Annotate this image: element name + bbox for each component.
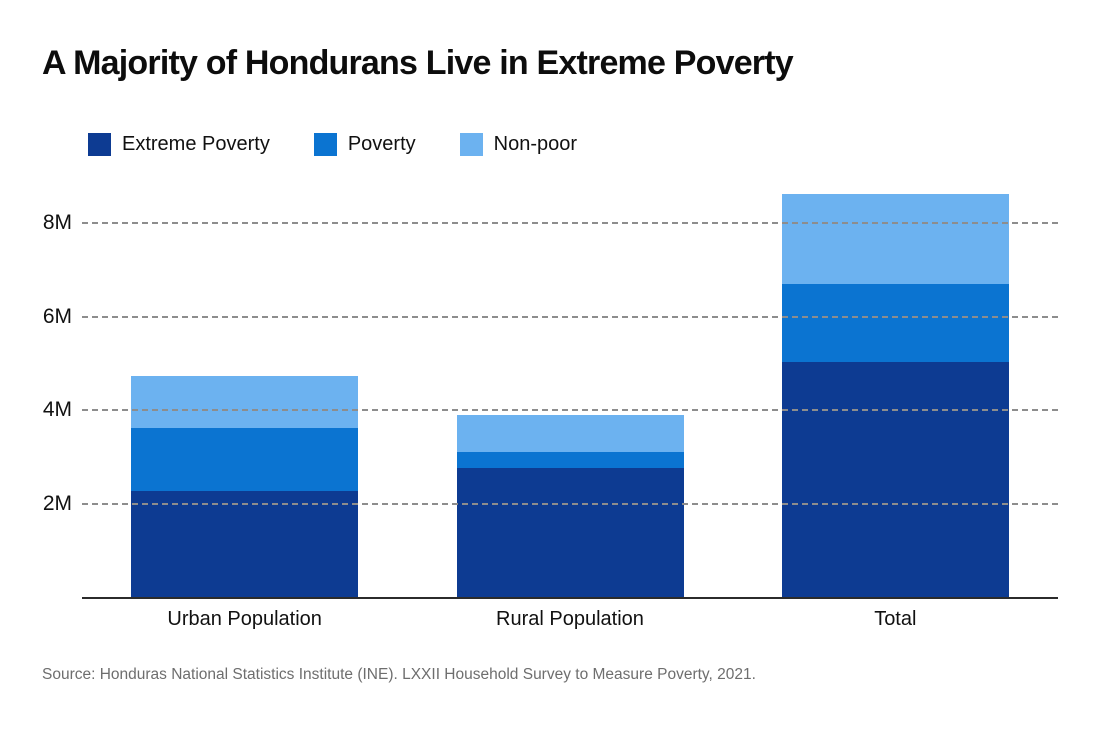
bar-segment-non-poor-urban-population [131, 376, 359, 429]
gridline-8m [82, 222, 1058, 225]
legend: Extreme Poverty Poverty Non-poor [88, 133, 577, 156]
x-axis-label-urban-population: Urban Population [167, 608, 322, 630]
legend-label-non-poor: Non-poor [493, 133, 578, 155]
legend-item-extreme-poverty: Extreme Poverty [88, 133, 270, 156]
legend-label-extreme-poverty: Extreme Poverty [122, 133, 270, 155]
source-note: Source: Honduras National Statistics Ins… [42, 666, 756, 683]
legend-swatch-non-poor-icon [459, 133, 483, 156]
bar-segment-non-poor-rural-population [456, 415, 684, 453]
legend-label-poverty: Poverty [347, 133, 416, 155]
legend-item-non-poor: Non-poor [459, 133, 578, 156]
gridline-4m [82, 409, 1058, 412]
legend-item-poverty: Poverty [313, 133, 416, 156]
x-axis-label-rural-population: Rural Population [496, 608, 644, 630]
bar-segment-non-poor-total [781, 194, 1009, 284]
bar-urban-population [131, 376, 359, 597]
bar-segment-extreme-poverty-urban-population [131, 491, 359, 597]
x-axis-label-total: Total [874, 608, 917, 630]
legend-swatch-extreme-poverty-icon [88, 133, 111, 156]
y-tick-label-6m: 6M [42, 304, 72, 328]
legend-swatch-poverty-icon [313, 133, 337, 156]
bar-segment-poverty-rural-population [456, 452, 684, 469]
plot-area [82, 180, 1058, 599]
bar-segment-extreme-poverty-rural-population [456, 468, 684, 597]
y-tick-label-2m: 2M [42, 491, 72, 515]
chart-title: A Majority of Hondurans Live in Extreme … [42, 44, 794, 82]
bar-segment-extreme-poverty-total [781, 362, 1009, 597]
bar-segment-poverty-urban-population [131, 428, 359, 491]
bar-rural-population [456, 415, 684, 597]
y-tick-label-4m: 4M [42, 398, 72, 422]
gridline-6m [82, 315, 1058, 318]
y-tick-label-8m: 8M [42, 211, 72, 235]
gridline-2m [82, 502, 1058, 505]
bar-total [781, 194, 1009, 597]
bar-segment-poverty-total [781, 283, 1009, 363]
